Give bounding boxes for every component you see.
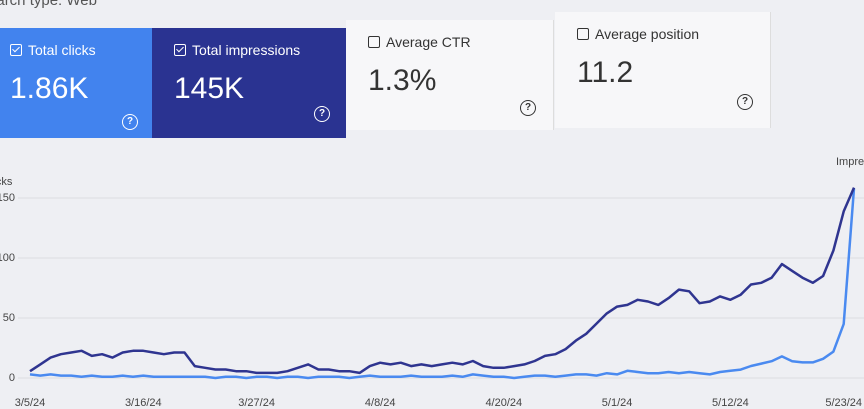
card-impressions[interactable]: Total impressions 145K ?: [152, 28, 346, 138]
y2-axis-title: Impressions: [836, 156, 864, 168]
y-tick-label: 100: [0, 252, 15, 264]
help-icon[interactable]: ?: [314, 106, 330, 122]
card-label: Total impressions: [192, 42, 301, 58]
x-tick-label: 5/1/24: [602, 397, 633, 409]
y-tick-label: 50: [3, 312, 15, 324]
y-axis-title: Clicks: [0, 176, 13, 188]
series-line: [29, 187, 856, 375]
x-tick-label: 5/12/24: [712, 397, 749, 409]
help-icon[interactable]: ?: [737, 94, 753, 110]
series-line: [29, 188, 856, 380]
card-ctr[interactable]: Average CTR 1.3% ?: [346, 20, 554, 130]
x-tick-label: 4/8/24: [365, 397, 396, 409]
search-type-filter[interactable]: Search type: Web: [0, 0, 97, 9]
card-label: Average CTR: [386, 34, 471, 50]
card-value: 11.2: [577, 56, 634, 89]
card-clicks[interactable]: Total clicks 1.86K ?: [0, 28, 152, 138]
card-label: Average position: [595, 26, 700, 42]
card-label: Total clicks: [28, 42, 96, 58]
x-tick-label: 3/5/24: [15, 397, 46, 409]
y-tick-label: 0: [9, 372, 15, 384]
card-position[interactable]: Average position 11.2 ?: [555, 12, 771, 128]
x-tick-label: 3/27/24: [238, 397, 275, 409]
x-tick-label: 4/20/24: [485, 397, 522, 409]
x-tick-label: 5/23/24: [825, 397, 862, 409]
card-value: 1.3%: [368, 64, 437, 97]
y-tick-label: 150: [0, 192, 15, 204]
performance-chart: 0 50 100 150 Clicks Impressions 3/5/24 3/16/24 3…: [0, 156, 864, 409]
card-value: 1.86K: [10, 72, 89, 105]
x-tick-label: 3/16/24: [125, 397, 162, 409]
help-icon[interactable]: ?: [122, 114, 138, 130]
help-icon[interactable]: ?: [520, 100, 536, 116]
card-value: 145K: [174, 72, 245, 105]
